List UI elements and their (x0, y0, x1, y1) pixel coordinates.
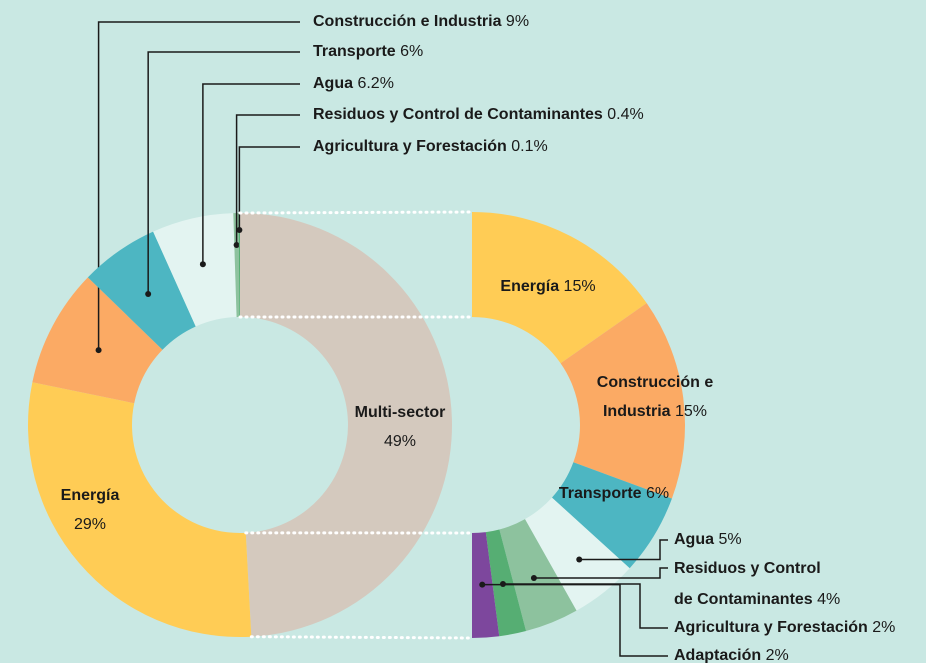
value-label: 4% (817, 591, 841, 608)
category-name: Transporte (313, 43, 396, 60)
callout-line (202, 83, 300, 265)
value-label: 6.2% (357, 75, 394, 92)
slice (499, 519, 577, 632)
value-label: 0.4% (607, 106, 644, 123)
value-label: 15% (563, 278, 596, 295)
category-name: Adaptación (674, 647, 762, 663)
value-label: 15% (674, 403, 708, 420)
callout-line (238, 146, 300, 231)
category-name: Construcción e Industria (313, 13, 502, 30)
slice (485, 529, 527, 637)
connector (249, 635, 474, 640)
value-label: 5% (718, 531, 742, 548)
slice (238, 213, 240, 318)
value-label: 49% (383, 433, 417, 450)
callout-dot (145, 290, 152, 297)
slice (233, 213, 240, 318)
slice-label: Energía 29% (30, 481, 150, 539)
slice-label: Construcción e Industria 15% (585, 368, 725, 426)
slice (28, 382, 252, 637)
callout-dot (576, 556, 583, 563)
callout-line (579, 539, 668, 561)
slice-label: Agricultura y Forestación 2% (674, 617, 895, 639)
slice (240, 213, 453, 637)
category-name: Agricultura y Forestación (313, 138, 507, 155)
callout-dot (530, 574, 537, 581)
slice-label: Agricultura y Forestación 0.1% (313, 136, 548, 158)
value-label: 0.1% (511, 138, 548, 155)
category-name: Energía (60, 487, 120, 504)
value-label: 2% (765, 647, 789, 663)
callout-dot (236, 227, 243, 234)
slice-label: Transporte 6% (313, 41, 423, 63)
callout-line (235, 114, 300, 246)
category-name: Agricultura y Forestación (674, 619, 868, 636)
callout-line (147, 51, 300, 294)
slice (32, 277, 163, 404)
connector (238, 210, 474, 215)
callout-dot (479, 581, 486, 588)
category-name: Agua (674, 531, 714, 548)
slice-label: Agua 6.2% (313, 73, 394, 95)
slice-label: Residuos y Control de Contaminantes 0.4% (313, 104, 644, 126)
value-label: 29% (73, 516, 107, 533)
slice (472, 212, 647, 364)
slice (87, 231, 196, 350)
slice-label: Transporte 6% (534, 479, 694, 508)
category-name: Construcción e Industria (596, 374, 714, 420)
category-name: Multi-sector (354, 404, 446, 421)
value-label: 6% (400, 43, 424, 60)
slice (524, 497, 630, 611)
value-label: 2% (872, 619, 896, 636)
callout-dot (233, 242, 240, 249)
category-name: Agua (313, 75, 353, 92)
callout-dot (95, 347, 102, 354)
slice (551, 462, 672, 569)
callout-line (533, 567, 668, 579)
category-name: Energía (500, 278, 560, 295)
callout-line (482, 583, 668, 657)
slice-label: Energía 15% (468, 272, 628, 301)
slice (560, 303, 686, 499)
slice-label: Adaptación 2% (674, 645, 789, 663)
value-label: 6% (646, 485, 670, 502)
slice (153, 213, 237, 327)
category-name: Residuos y Control de Contaminantes (313, 106, 603, 123)
slice-label: Residuos y Control de Contaminantes 4% (674, 553, 842, 615)
category-name: Transporte (558, 485, 642, 502)
value-label: 9% (505, 13, 530, 30)
slice-label: Construcción e Industria 9% (313, 11, 529, 33)
slice-label: Agua 5% (674, 529, 742, 551)
category-name: Residuos y Control de Contaminantes (674, 560, 821, 608)
callout-line (97, 21, 300, 351)
slice-label: Multi-sector 49% (320, 398, 480, 456)
callout-dot (199, 261, 206, 268)
